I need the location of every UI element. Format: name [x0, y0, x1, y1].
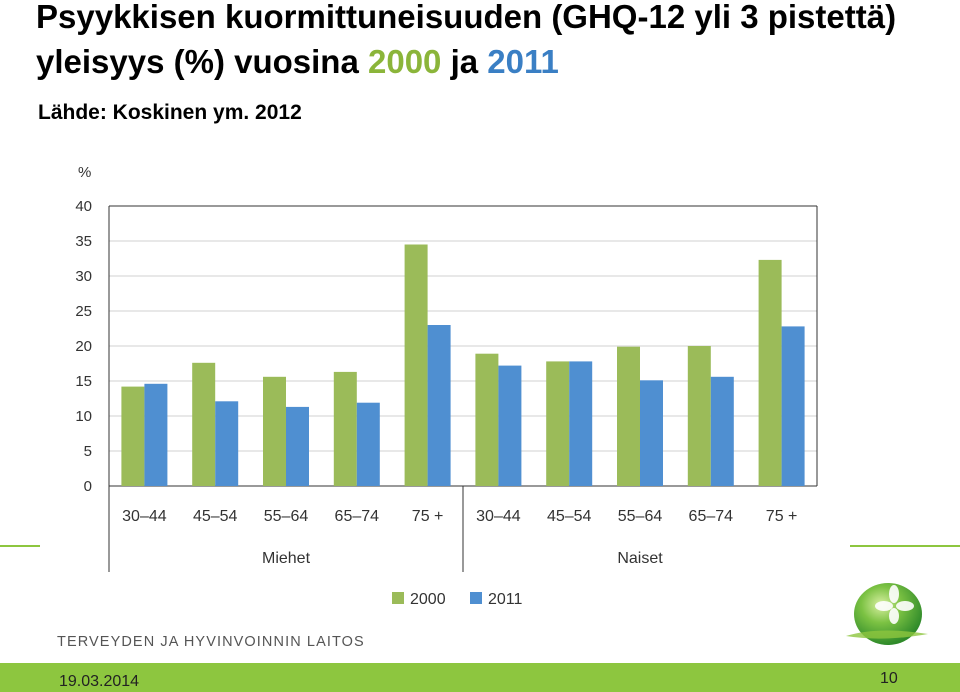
- footer-bar: [0, 663, 960, 692]
- y-axis-unit-label: %: [78, 164, 91, 181]
- bar-2000-5: [475, 353, 499, 486]
- y-tick-label: 40: [75, 198, 92, 215]
- title-part1: Psyykkisen kuormittuneisuuden (GHQ-12 yl…: [36, 0, 897, 80]
- group-label-0: Miehet: [262, 550, 311, 567]
- x-tick-label: 55–64: [264, 508, 309, 525]
- x-tick-label: 75 +: [412, 508, 444, 525]
- x-tick-label: 30–44: [122, 508, 167, 525]
- x-tick-label: 45–54: [193, 508, 238, 525]
- y-tick-label: 15: [75, 373, 92, 390]
- bar-2011-2: [286, 406, 309, 486]
- title-and: ja: [450, 43, 479, 80]
- y-tick-label: 5: [84, 443, 92, 460]
- bar-2000-1: [192, 362, 216, 486]
- y-tick-label: 30: [75, 268, 92, 285]
- bar-2000-8: [687, 346, 711, 486]
- legend-label-2011: 2011: [488, 591, 523, 608]
- x-tick-label: 65–74: [689, 508, 734, 525]
- footer-date: 19.03.2014: [59, 673, 140, 690]
- bar-2000-9: [758, 259, 782, 486]
- bar-2000-7: [617, 346, 640, 486]
- bar-2011-7: [640, 380, 663, 486]
- bar-2011-5: [498, 365, 522, 486]
- x-tick-label: 75 +: [766, 508, 798, 525]
- bar-2011-0: [144, 383, 168, 486]
- bar-2011-8: [710, 376, 734, 486]
- legend-swatch-2000: [392, 592, 404, 604]
- source-text: Lähde: Koskinen ym. 2012: [38, 101, 302, 124]
- title-year-2000: 2000: [368, 43, 442, 80]
- bar-2011-4: [427, 325, 451, 486]
- decorative-line-right: [850, 545, 960, 547]
- x-tick-label: 65–74: [335, 508, 380, 525]
- y-tick-label: 25: [75, 303, 92, 320]
- legend-swatch-2011: [470, 592, 482, 604]
- bar-2011-9: [781, 326, 805, 486]
- slide-title: Psyykkisen kuormittuneisuuden (GHQ-12 yl…: [36, 0, 960, 84]
- y-tick-label: 0: [84, 478, 92, 495]
- bar-2000-6: [546, 361, 570, 486]
- page-number: 10: [880, 670, 898, 687]
- legend-label-2000: 2000: [410, 591, 446, 608]
- y-tick-label: 20: [75, 338, 92, 355]
- x-tick-label: 45–54: [547, 508, 592, 525]
- y-tick-label: 35: [75, 233, 92, 250]
- x-tick-label: 30–44: [476, 508, 521, 525]
- bar-2000-0: [121, 386, 145, 486]
- bar-2011-3: [356, 402, 380, 486]
- decorative-line-left: [0, 545, 40, 547]
- bar-2000-2: [263, 376, 286, 486]
- group-label-1: Naiset: [617, 550, 663, 567]
- logo-ball-icon: [846, 583, 928, 645]
- bar-2000-4: [404, 244, 428, 486]
- bar-2011-1: [215, 401, 239, 486]
- y-tick-label: 10: [75, 408, 92, 425]
- bar-2000-3: [333, 371, 357, 486]
- x-tick-label: 55–64: [618, 508, 663, 525]
- title-year-2011: 2011: [487, 43, 559, 80]
- bar-2011-6: [569, 361, 593, 486]
- organization-logo-text: TERVEYDEN JA HYVINVOINNIN LAITOS: [57, 634, 365, 650]
